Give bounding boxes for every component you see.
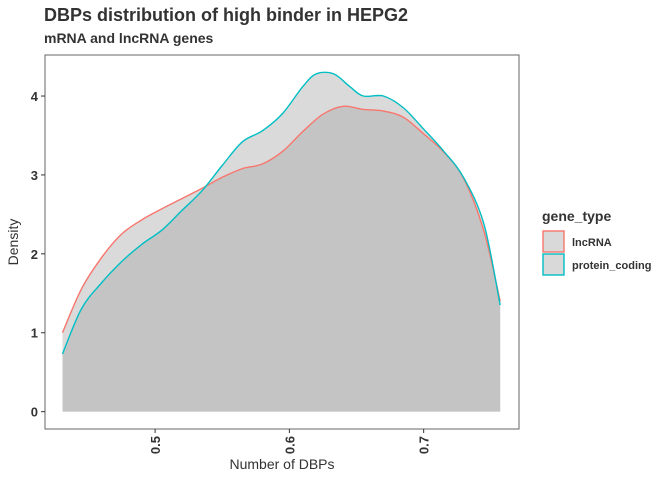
legend-label-lncRNA: lncRNA <box>572 237 612 249</box>
density-lines <box>61 71 501 355</box>
density-fills <box>62 72 501 412</box>
legend-title: gene_type <box>542 208 611 224</box>
chart-subtitle: mRNA and lncRNA genes <box>44 30 214 46</box>
density-line-protein_coding <box>61 71 501 355</box>
legend: gene_type lncRNA protein_coding <box>542 208 651 276</box>
y-tick-label: 4 <box>31 89 39 104</box>
legend-items: lncRNA protein_coding <box>542 230 651 276</box>
y-tick-label: 1 <box>31 326 38 341</box>
legend-key-lncRNA <box>542 230 565 253</box>
legend-key-protein_coding <box>542 253 565 276</box>
y-tick-label: 0 <box>31 405 38 420</box>
x-axis: 0.5 0.6 0.7 <box>148 429 432 454</box>
y-axis-title: Density <box>5 219 21 266</box>
x-tick-label: 0.5 <box>148 436 163 454</box>
y-axis: 0 1 2 3 4 <box>31 89 45 420</box>
density-area-lncRNA <box>62 106 501 412</box>
x-tick-label: 0.6 <box>282 436 297 454</box>
y-tick-label: 3 <box>31 168 38 183</box>
legend-label-protein_coding: protein_coding <box>572 260 651 272</box>
plot-panel-border <box>44 54 520 430</box>
x-tick-label: 0.7 <box>417 436 432 454</box>
chart-title: DBPs distribution of high binder in HEPG… <box>44 5 408 25</box>
density-area-protein_coding <box>62 72 501 412</box>
x-axis-title: Number of DBPs <box>229 456 334 472</box>
density-line-lncRNA <box>61 105 501 333</box>
y-tick-label: 2 <box>31 247 38 262</box>
